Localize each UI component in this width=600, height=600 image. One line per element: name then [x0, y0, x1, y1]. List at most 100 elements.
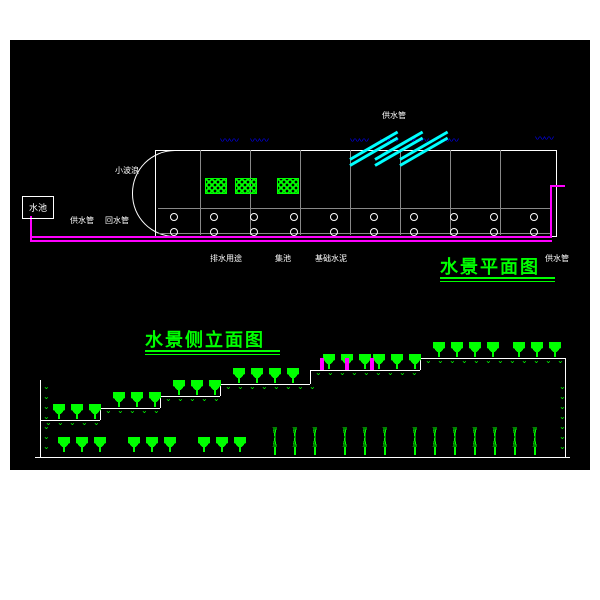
- canvas: 〰〰〰〰〰〰〰〰〰〰〰〰〰〰 水池 供水管 回水管 小波浪 排水用途 集池 基础…: [0, 0, 600, 600]
- pool-divider: [200, 150, 201, 235]
- cad-drawing: 〰〰〰〰〰〰〰〰〰〰〰〰〰〰 水池 供水管 回水管 小波浪 排水用途 集池 基础…: [10, 40, 590, 470]
- elev-title-text: 水景侧立面图: [145, 330, 265, 350]
- shrub-icon: [213, 435, 231, 453]
- hanging-vine-icon: ⌄: [387, 371, 394, 375]
- nozzle-marker: [410, 228, 418, 236]
- nozzle-marker: [490, 228, 498, 236]
- nozzle-marker: [250, 213, 258, 221]
- hanging-vine-icon: ⌄: [309, 385, 316, 389]
- planter-symbol: [235, 178, 257, 194]
- hanging-vine-icon: ⌄: [437, 359, 444, 363]
- hanging-vine-icon: ⌄: [473, 359, 480, 363]
- label-drain: 排水用途: [210, 253, 242, 264]
- nozzle-marker: [490, 213, 498, 221]
- elev-title-underline: [145, 350, 280, 352]
- pipe-right-riser: [550, 185, 552, 238]
- hanging-vine-icon: ⌄: [43, 405, 50, 409]
- hanging-vine-icon: ⌄: [117, 409, 124, 413]
- hanging-vine-icon: ⌄: [461, 359, 468, 363]
- label-wave: 小波浪: [115, 165, 139, 176]
- hanging-vine-icon: ⌄: [559, 415, 566, 419]
- nozzle-marker: [530, 228, 538, 236]
- nozzle-marker: [370, 228, 378, 236]
- wave-symbol: 〰〰: [220, 132, 238, 147]
- hanging-vine-icon: ⌄: [533, 359, 540, 363]
- hanging-vine-icon: ⌄: [81, 421, 88, 425]
- pipe-right-top: [550, 185, 565, 187]
- planter-symbol: [277, 178, 299, 194]
- shrub-icon: [125, 435, 143, 453]
- nozzle-marker: [370, 213, 378, 221]
- tall-plant-icon: [291, 427, 299, 455]
- tall-plant-icon: [531, 427, 539, 455]
- tall-plant-icon: [341, 427, 349, 455]
- shrub-icon: [55, 435, 73, 453]
- hanging-vine-icon: ⌄: [69, 421, 76, 425]
- label-supply-right: 供水管: [545, 253, 569, 264]
- pipe-main-2: [30, 240, 552, 242]
- water-tank-text: 水池: [29, 203, 47, 213]
- pool-divider: [500, 150, 501, 235]
- water-tank-label: 水池: [22, 196, 54, 219]
- tall-plant-icon: [451, 427, 459, 455]
- tall-plant-icon: [411, 427, 419, 455]
- plan-title: 水景平面图: [440, 253, 540, 279]
- label-return: 回水管: [105, 215, 129, 226]
- hanging-vine-icon: ⌄: [43, 445, 50, 449]
- shrub-icon: [231, 435, 249, 453]
- plan-title-text: 水景平面图: [440, 257, 540, 277]
- wave-symbol: 〰〰: [535, 130, 553, 145]
- nozzle-marker: [210, 213, 218, 221]
- hanging-vine-icon: ⌄: [57, 421, 64, 425]
- hanging-vine-icon: ⌄: [201, 397, 208, 401]
- label-pit: 集池: [275, 253, 291, 264]
- hanging-vine-icon: ⌄: [399, 371, 406, 375]
- hanging-vine-icon: ⌄: [449, 359, 456, 363]
- tall-plant-icon: [511, 427, 519, 455]
- pipe-main: [30, 236, 552, 238]
- hanging-vine-icon: ⌄: [497, 359, 504, 363]
- hanging-vine-icon: ⌄: [43, 415, 50, 419]
- elev-baseline: [35, 457, 570, 458]
- label-drain2: 基础水泥: [315, 253, 347, 264]
- hanging-vine-icon: ⌄: [153, 409, 160, 413]
- tall-plant-icon: [471, 427, 479, 455]
- hanging-vine-icon: ⌄: [315, 371, 322, 375]
- planter-symbol: [205, 178, 227, 194]
- shrub-cluster: [195, 435, 249, 458]
- wave-symbol: 〰〰: [250, 132, 268, 147]
- hanging-vine-icon: ⌄: [411, 371, 418, 375]
- nozzle-marker: [450, 228, 458, 236]
- nozzle-marker: [330, 228, 338, 236]
- hanging-vine-icon: ⌄: [559, 425, 566, 429]
- hanging-vine-icon: ⌄: [363, 371, 370, 375]
- hanging-vine-icon: ⌄: [559, 445, 566, 449]
- hanging-vine-icon: ⌄: [545, 359, 552, 363]
- nozzle-marker: [210, 228, 218, 236]
- pipe-left-riser: [30, 216, 32, 240]
- tall-plant-icon: [431, 427, 439, 455]
- label-supply-top: 供水管: [382, 110, 406, 121]
- nozzle-marker: [450, 213, 458, 221]
- hanging-vine-icon: ⌄: [521, 359, 528, 363]
- hanging-vine-icon: ⌄: [213, 397, 220, 401]
- tall-plant-icon: [381, 427, 389, 455]
- hanging-vine-icon: ⌄: [285, 385, 292, 389]
- nozzle-marker: [330, 213, 338, 221]
- wall-left: [40, 380, 41, 457]
- nozzle-marker: [170, 228, 178, 236]
- hanging-vine-icon: ⌄: [559, 405, 566, 409]
- hanging-vine-icon: ⌄: [273, 385, 280, 389]
- tall-plant-icon: [491, 427, 499, 455]
- plan-title-underline: [440, 277, 555, 279]
- nozzle-marker: [170, 213, 178, 221]
- pool-divider: [450, 150, 451, 235]
- pool-divider: [300, 150, 301, 235]
- elev-title-underline2: [145, 354, 280, 355]
- shrub-icon: [195, 435, 213, 453]
- hanging-vine-icon: ⌄: [105, 409, 112, 413]
- tall-plant-icon: [271, 427, 279, 455]
- shrub-icon: [161, 435, 179, 453]
- elev-title: 水景侧立面图: [145, 326, 265, 352]
- hanging-vine-icon: ⌄: [43, 385, 50, 389]
